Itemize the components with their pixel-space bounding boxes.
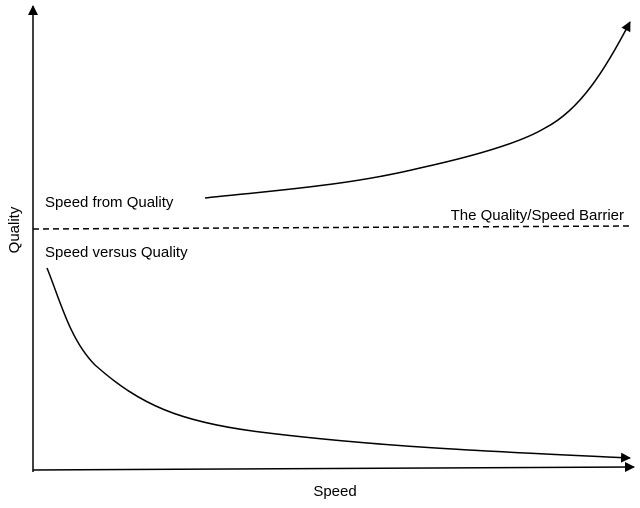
speed-versus-quality-curve (46, 267, 631, 463)
speed-from-quality-curve (204, 21, 631, 199)
x-axis-label: Speed (313, 483, 356, 500)
barrier-label: The Quality/Speed Barrier (451, 207, 624, 224)
x-axis (32, 462, 635, 473)
quality-speed-barrier-line (32, 225, 631, 230)
y-axis-label: Quality (6, 206, 23, 253)
speed-from-quality-label: Speed from Quality (45, 194, 174, 211)
speed-versus-quality-label: Speed versus Quality (45, 244, 188, 261)
